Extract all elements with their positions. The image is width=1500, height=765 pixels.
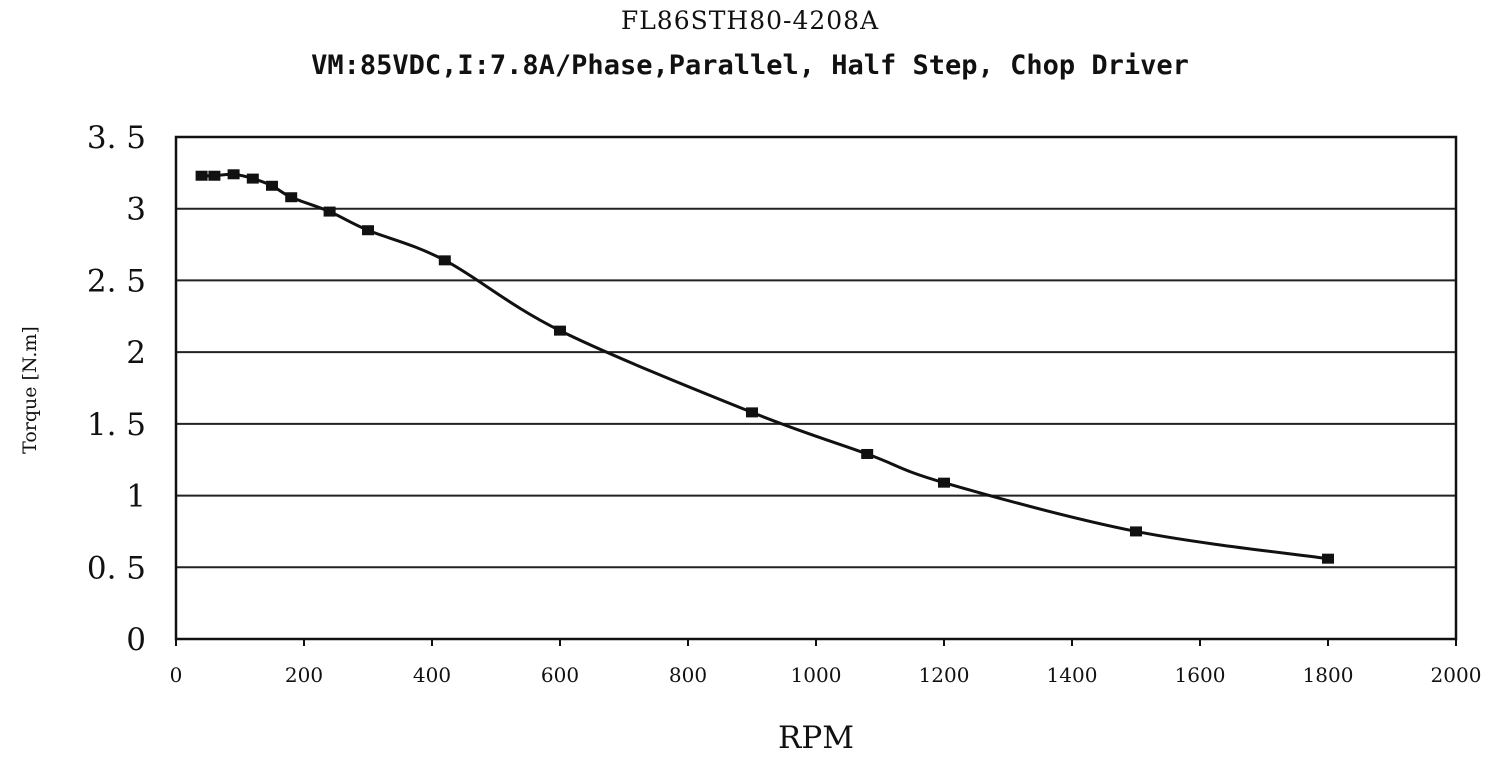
data-point-marker [195,170,208,181]
data-point-marker [285,192,298,203]
data-point-marker [1130,526,1142,537]
data-point-marker [746,407,758,418]
x-tick-label: 200 [285,663,323,687]
x-tick-label: 400 [413,663,451,687]
y-tick-label: 2. 5 [87,263,146,299]
data-point-marker [208,170,221,181]
x-tick-label: 1200 [919,663,970,687]
data-point-marker [938,477,950,488]
plot-frame [174,135,1458,641]
y-tick-label: 1. 5 [87,407,146,443]
y-axis-ticks: 0 0. 5 1 1. 5 2 2. 5 3 3. 5 [87,120,146,658]
x-tick-label: 1000 [791,663,842,687]
data-point-marker [438,255,451,266]
x-tick-label: 1600 [1175,663,1226,687]
x-tick-label: 0 [170,663,183,687]
series-layer [195,169,1334,564]
data-point-marker [554,325,566,336]
x-tick-label: 600 [541,663,579,687]
x-axis-label: RPM [778,720,854,756]
data-point-marker [1322,553,1334,564]
chart-title: FL86STH80-4208A [620,6,880,35]
chart-subtitle: VM:85VDC,I:7.8A/Phase,Parallel, Half Ste… [311,50,1189,81]
x-tick-label: 1800 [1303,663,1354,687]
y-axis-label: Torque [N.m] [19,326,41,454]
y-tick-label: 3. 5 [87,120,146,156]
gridlines [176,207,1456,569]
y-tick-label: 0. 5 [87,550,146,586]
x-tick-label: 1400 [1047,663,1098,687]
data-point-marker [362,225,374,236]
x-tick-label: 800 [669,663,707,687]
data-point-marker [227,169,240,180]
data-point-marker [323,206,336,217]
y-tick-label: 3 [126,192,146,228]
data-point-marker [246,173,259,184]
y-tick-label: 0 [126,622,146,658]
y-tick-label: 1 [126,479,146,515]
data-point-marker [266,180,278,191]
data-point-marker [861,448,874,459]
x-axis-ticks: 0 200 400 600 800 1000 1200 1400 1600 1800 2000 [170,639,1482,687]
x-tick-label: 2000 [1431,663,1482,687]
y-tick-label: 2 [126,335,146,371]
